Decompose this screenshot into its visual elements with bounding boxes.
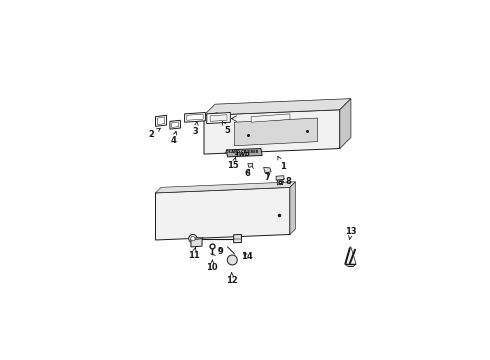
- Text: 4: 4: [171, 131, 177, 145]
- Polygon shape: [226, 149, 262, 157]
- Text: 4WD: 4WD: [235, 152, 249, 157]
- Text: 11: 11: [188, 248, 199, 260]
- Polygon shape: [225, 150, 228, 153]
- Text: 14: 14: [241, 252, 253, 261]
- Circle shape: [227, 255, 237, 265]
- Text: 1: 1: [278, 156, 286, 171]
- Polygon shape: [234, 234, 242, 243]
- Polygon shape: [155, 115, 167, 126]
- Polygon shape: [248, 163, 252, 167]
- Circle shape: [191, 237, 195, 241]
- Text: 12: 12: [226, 273, 238, 285]
- Polygon shape: [345, 247, 356, 266]
- Polygon shape: [157, 117, 165, 125]
- Polygon shape: [172, 122, 179, 127]
- Text: 7: 7: [264, 170, 270, 182]
- Polygon shape: [204, 110, 340, 154]
- Polygon shape: [191, 239, 202, 247]
- Text: 2: 2: [148, 128, 160, 139]
- Polygon shape: [207, 112, 230, 123]
- Polygon shape: [251, 114, 290, 122]
- Polygon shape: [277, 180, 283, 185]
- Text: 3: 3: [193, 122, 198, 136]
- Polygon shape: [170, 120, 180, 129]
- Polygon shape: [191, 237, 203, 239]
- Text: 5: 5: [222, 121, 230, 135]
- Polygon shape: [264, 167, 271, 173]
- Polygon shape: [155, 187, 290, 240]
- Polygon shape: [235, 118, 318, 146]
- Polygon shape: [276, 176, 284, 180]
- Text: LAND CRUISER: LAND CRUISER: [229, 150, 258, 154]
- Circle shape: [189, 234, 197, 243]
- Polygon shape: [204, 99, 351, 115]
- Text: 15: 15: [227, 158, 239, 170]
- Text: 13: 13: [345, 227, 357, 239]
- Text: 8: 8: [280, 177, 292, 186]
- Polygon shape: [290, 182, 295, 234]
- Polygon shape: [340, 99, 351, 149]
- Text: 6: 6: [245, 169, 251, 178]
- Polygon shape: [185, 112, 205, 122]
- Polygon shape: [155, 182, 295, 193]
- Text: 10: 10: [206, 260, 218, 272]
- Polygon shape: [187, 114, 203, 120]
- Polygon shape: [210, 115, 227, 121]
- Text: 9: 9: [218, 247, 223, 256]
